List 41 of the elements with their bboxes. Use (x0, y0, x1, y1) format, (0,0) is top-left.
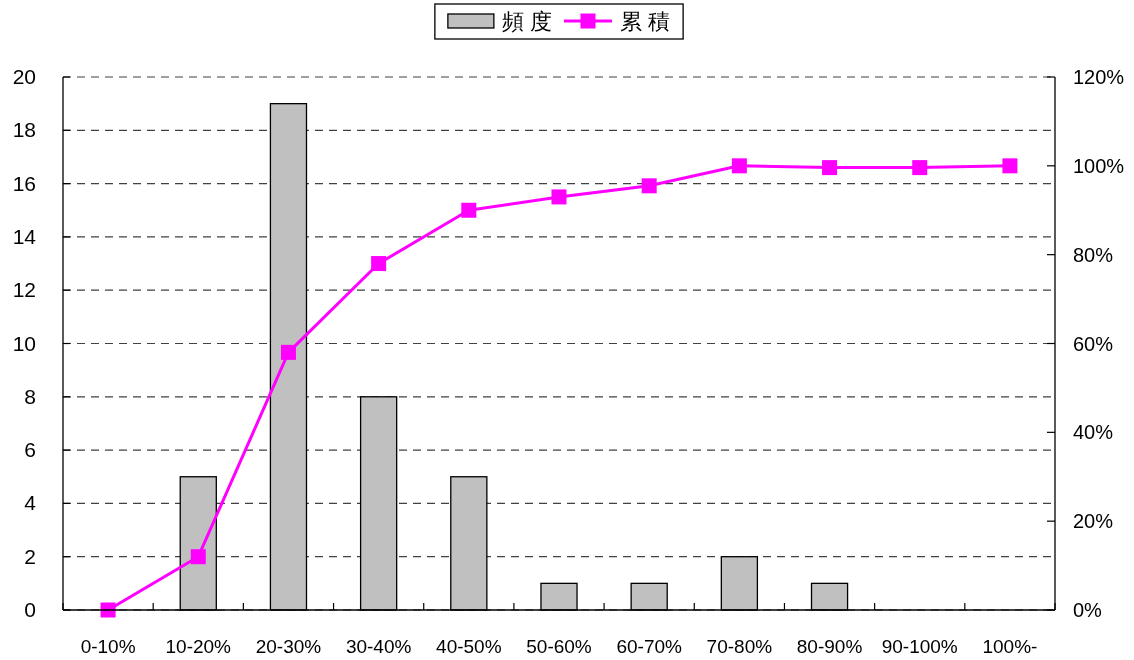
point (280, 344, 296, 360)
x-tick-label: 100%- (982, 636, 1038, 657)
x-tick-label: 80-90% (796, 636, 863, 657)
y-tick-label: 14 (12, 224, 37, 248)
point (641, 178, 657, 194)
y-tick-label: 0 (24, 598, 36, 621)
legend-label: 累 積 (620, 9, 671, 34)
x-tick-label: 70-80% (706, 636, 773, 657)
x-tick-label: 0-10% (80, 636, 136, 657)
y-tick-label: 8 (24, 384, 36, 408)
point (190, 549, 206, 565)
y-tick-label: 12 (12, 278, 36, 302)
y-tick-label: 18 (12, 118, 36, 142)
y-tick-label: 10 (12, 331, 36, 355)
y-tick-label: 6 (24, 438, 36, 462)
y2-tick-label: 120% (1073, 66, 1125, 88)
point (461, 202, 477, 218)
y2-tick-label: 80% (1073, 243, 1114, 266)
x-tick-label: 40-50% (436, 636, 502, 657)
x-tick-label: 10-20% (165, 636, 232, 657)
y2-tick-label: 0% (1073, 599, 1103, 621)
point (551, 189, 567, 205)
point (912, 160, 928, 176)
x-tick-label: 20-30% (255, 636, 322, 657)
y2-tick-label: 40% (1073, 421, 1114, 444)
y-tick-label: 20 (12, 65, 36, 88)
y2-tick-label: 100% (1073, 154, 1125, 177)
point (731, 158, 747, 174)
legend-label: 頻 度 (501, 9, 552, 34)
x-tick-label: 60-70% (616, 636, 683, 657)
x-tick-label: 50-60% (526, 636, 592, 657)
y-tick-label: 4 (24, 491, 37, 515)
y2-tick-label: 60% (1073, 332, 1114, 355)
point (371, 256, 387, 272)
x-tick-label: 30-40% (345, 636, 412, 657)
y-tick-label: 2 (24, 544, 36, 568)
y-tick-label: 16 (12, 171, 36, 195)
y2-tick-label: 20% (1073, 510, 1114, 533)
point (1002, 158, 1018, 174)
x-tick-label: 90-100% (881, 636, 958, 657)
point (822, 160, 838, 176)
